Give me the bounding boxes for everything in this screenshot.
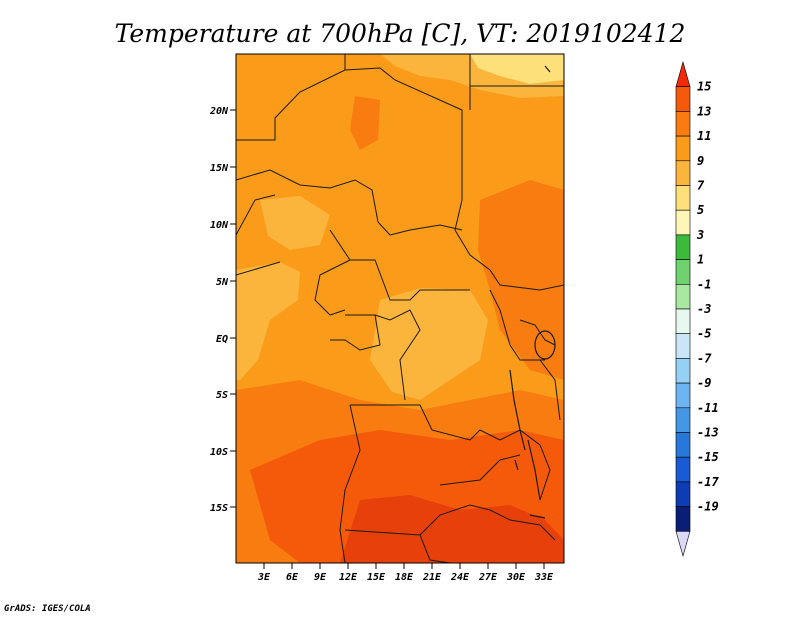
colorbar-segment	[675, 333, 691, 359]
lon-tick-label: 6E	[286, 572, 299, 583]
lon-tick-label: 27E	[478, 572, 498, 583]
lon-tick-label: 12E	[339, 572, 358, 583]
lon-tick-label: 9E	[314, 572, 327, 583]
grads-credit: GrADS: IGES/COLA	[4, 604, 91, 614]
field-7-9-upper	[260, 196, 330, 250]
lat-tick-label: 5N	[216, 277, 229, 288]
colorbar-label: -11	[697, 401, 719, 415]
lakes	[509, 65, 556, 519]
colorbar-segment	[675, 234, 691, 260]
colorbar-label: 1	[697, 253, 704, 267]
colorbar-segment	[675, 407, 691, 433]
lat-tick-label: 10N	[210, 220, 229, 231]
lat-tick-label: 5S	[216, 390, 228, 401]
colorbar-label: -13	[697, 426, 719, 440]
chart-title: Temperature at 700hPa [C], VT: 201910241…	[115, 19, 686, 48]
map-frame	[235, 53, 565, 564]
colorbar-segment	[675, 432, 691, 458]
colorbar-label: -5	[697, 327, 711, 341]
lon-tick-label: 3E	[257, 572, 271, 583]
colorbar: 15 13 11 9 7 5 3 1 -1 -3 -5 -7 -9 -11 -13 -15 -17 -19	[675, 60, 719, 558]
country-borders	[236, 54, 564, 563]
colorbar-segment	[675, 135, 691, 162]
field-11-13-east	[478, 180, 564, 380]
field-15-plus-south	[340, 495, 564, 563]
field-11-13-north	[350, 96, 380, 150]
lat-tick-label: EQ	[216, 334, 228, 345]
colorbar-segment	[675, 506, 691, 532]
field-5-7-northeast	[470, 54, 564, 84]
temperature-map: 20N 15N 10N 5N EQ 5S 10S 15S 3E 6E 9E 12…	[209, 53, 565, 583]
colorbar-segment	[675, 111, 691, 137]
colorbar-label: -7	[697, 351, 712, 365]
colorbar-segment	[675, 456, 691, 483]
colorbar-label: 9	[697, 154, 704, 168]
colorbar-label: -17	[697, 475, 719, 489]
lon-tick-label: 33E	[534, 572, 554, 583]
colorbar-segment	[675, 358, 691, 384]
lon-tick-label: 15E	[367, 572, 386, 583]
colorbar-label: 5	[697, 203, 704, 217]
colorbar-segment	[675, 86, 691, 112]
colorbar-segment	[675, 259, 691, 285]
lon-tick-label: 21E	[422, 572, 442, 583]
colorbar-segment	[675, 308, 691, 335]
colorbar-label: -19	[697, 500, 719, 514]
colorbar-label: 11	[697, 129, 711, 143]
colorbar-label: 7	[697, 179, 705, 193]
field-7-9-west	[236, 262, 300, 380]
lat-tick-label: 15S	[210, 503, 228, 514]
colorbar-segment	[675, 60, 691, 87]
colorbar-segment	[675, 185, 691, 211]
colorbar-segment	[675, 382, 691, 409]
lat-tick-label: 20N	[209, 106, 229, 117]
longitude-axis: 3E 6E 9E 12E 15E 18E 21E 24E 27E 30E 33E	[257, 563, 554, 583]
colorbar-label: -15	[697, 450, 719, 464]
lon-tick-label: 24E	[450, 572, 470, 583]
colorbar-segment	[675, 481, 691, 507]
lat-tick-label: 10S	[210, 447, 228, 458]
colorbar-segment	[675, 209, 691, 236]
colorbar-segment	[675, 160, 691, 186]
colorbar-label: -3	[697, 302, 711, 316]
lon-tick-label: 30E	[506, 572, 526, 583]
colorbar-segment	[675, 530, 691, 558]
field-7-9-central	[370, 288, 488, 400]
colorbar-label: 3	[696, 228, 704, 242]
colorbar-label: -9	[697, 376, 711, 390]
latitude-axis: 20N 15N 10N 5N EQ 5S 10S 15S	[209, 106, 236, 514]
colorbar-segment	[675, 283, 691, 310]
lat-tick-label: 15N	[210, 163, 229, 174]
colorbar-label: 15	[697, 80, 711, 94]
lon-tick-label: 18E	[395, 572, 414, 583]
colorbar-label: 13	[697, 104, 711, 118]
colorbar-label: -1	[697, 277, 711, 291]
